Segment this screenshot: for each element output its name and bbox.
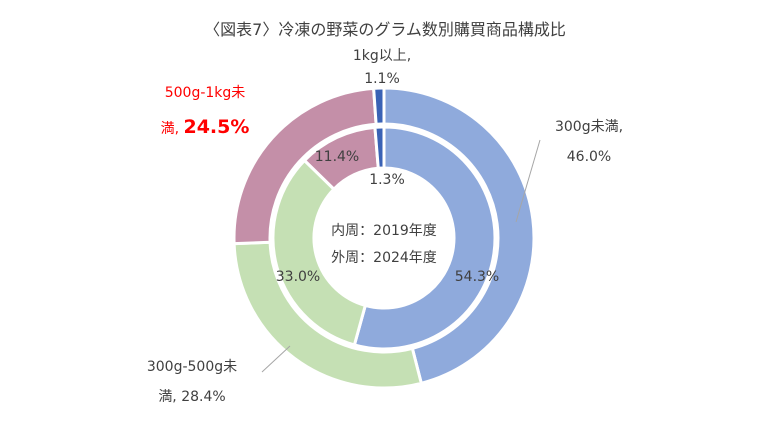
- outer-label-500g-1kg-value: 24.5%: [183, 116, 249, 138]
- leader-line-300g: [515, 139, 541, 223]
- outer-label-500g-1kg-line1: 500g-1kg未: [165, 85, 246, 101]
- inner-value-label-300g: 54.3%: [455, 269, 499, 285]
- outer-label-500g-1kg-prefix: 満,: [161, 121, 184, 137]
- inner-value-label-500g-1kg: 11.4%: [315, 149, 359, 165]
- inner-value-label-1kg: 1.3%: [369, 172, 405, 188]
- center-label-inner: 内周：2019年度: [331, 223, 437, 239]
- leader-line-300-500g: [261, 345, 291, 373]
- inner-slice-300-500g: [271, 158, 368, 347]
- center-label-outer: 外周：2024年度: [331, 250, 437, 266]
- outer-label-300g-line1: 300g未満,: [555, 119, 623, 135]
- outer-label-1kg-line1: 1kg以上,: [353, 48, 411, 64]
- inner-slice-300g: [352, 125, 497, 351]
- inner-slice-1kg: [373, 125, 386, 170]
- inner-ring: [271, 125, 497, 351]
- outer-ring: [232, 86, 536, 390]
- outer-label-500g-1kg-line2: 満, 24.5%: [161, 116, 250, 138]
- outer-label-300-500g-line1: 300g-500g未: [147, 359, 237, 375]
- outer-label-300-500g-line2: 満, 28.4%: [158, 389, 225, 405]
- inner-value-label-300-500g: 33.0%: [276, 269, 320, 285]
- outer-label-1kg-line2: 1.1%: [364, 71, 400, 87]
- outer-slice-300g: [382, 86, 536, 386]
- outer-label-300g-line2: 46.0%: [567, 149, 611, 165]
- chart-title: 〈図表7〉冷凍の野菜のグラム数別購買商品構成比: [204, 20, 566, 39]
- outer-slice-1kg: [372, 86, 386, 126]
